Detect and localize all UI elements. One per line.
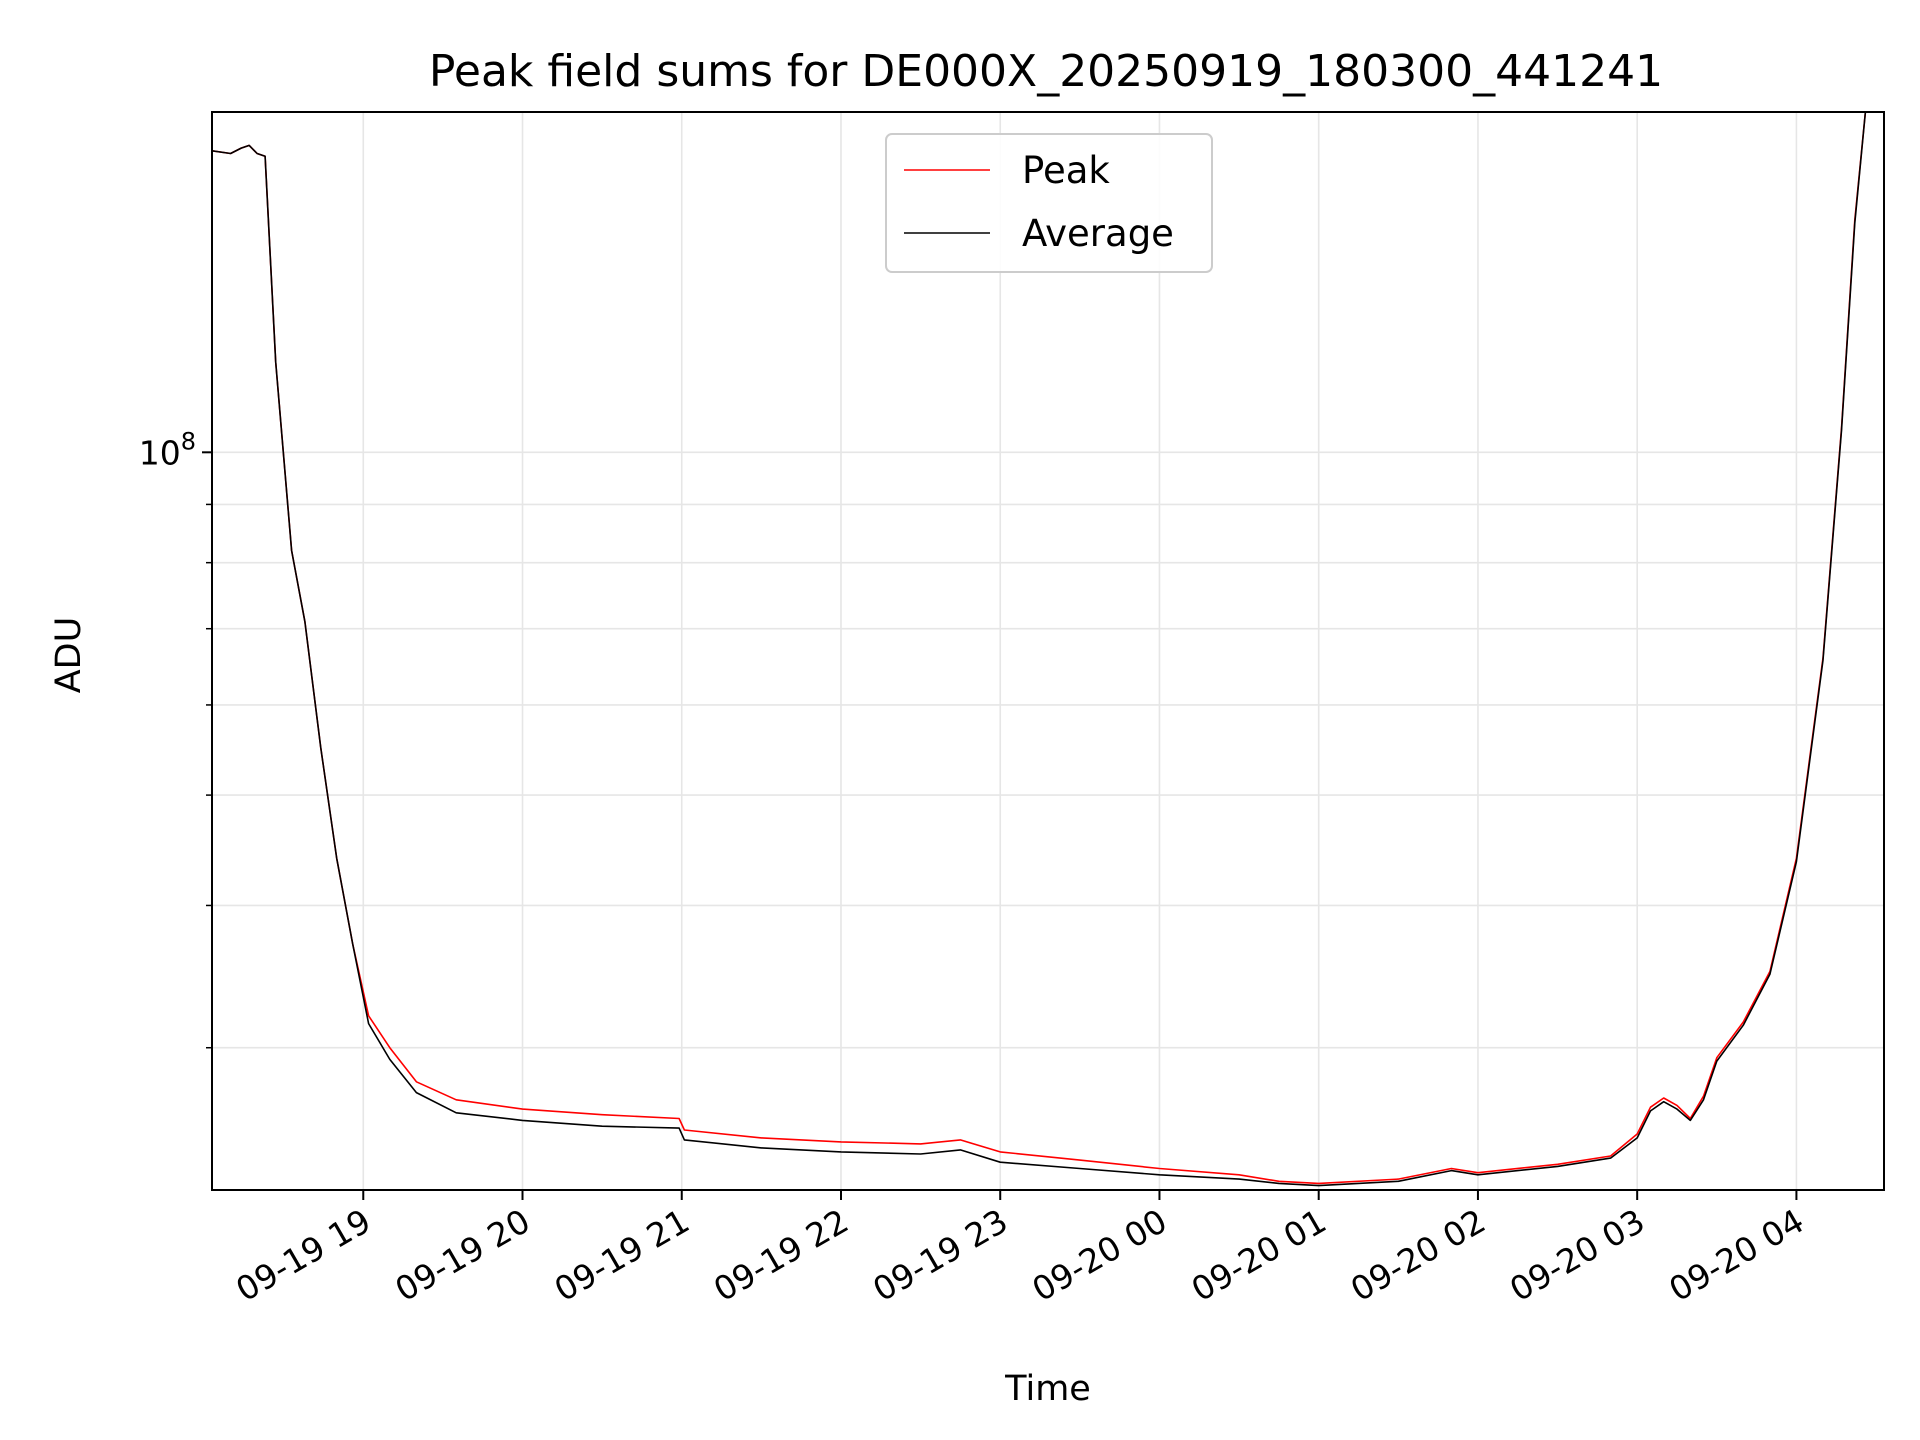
y-tick-label-base: 10 (139, 433, 181, 472)
legend-box (885, 133, 1213, 273)
grid (212, 112, 1884, 1190)
legend-peak-label: Peak (1022, 149, 1110, 192)
y-axis: 108 (139, 427, 212, 1049)
y-tick-label: 108 (139, 427, 196, 472)
plot-frame (211, 111, 1885, 1191)
plot-area (212, 112, 1867, 1187)
y-axis-label: ADU (49, 617, 89, 694)
chart-title: Peak field sums for DE000X_20250919_1803… (429, 46, 1663, 97)
x-axis-label: Time (1004, 1369, 1091, 1409)
y-tick-label-exponent: 8 (181, 427, 196, 455)
series-line-average (212, 112, 1867, 1187)
series-layer (212, 112, 1867, 1187)
legend-average-label: Average (1022, 212, 1174, 255)
legend: Peak Average (885, 133, 1213, 273)
